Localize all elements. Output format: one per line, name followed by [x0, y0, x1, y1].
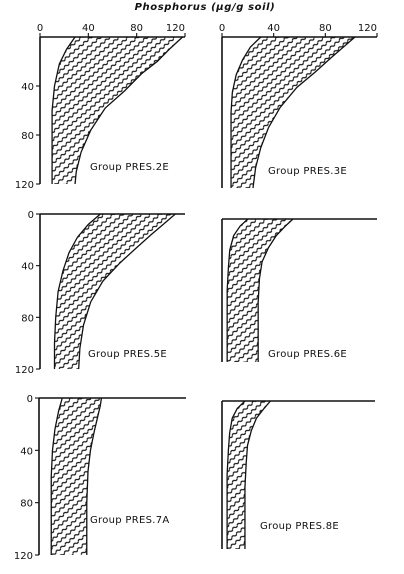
right-boundary-line — [78, 213, 176, 370]
right-boundary-line — [244, 400, 271, 549]
x-tick-label: 40 — [267, 23, 280, 34]
y-tick-label: 120 — [15, 180, 34, 191]
x-tick-label: 80 — [319, 23, 332, 34]
panel-1: 0 40 80 120 40 80 120 Group PRES.2E — [15, 23, 186, 191]
panel-5: 0 40 80 120 Group PRES.7A — [14, 394, 186, 562]
y-tick-label: 80 — [21, 313, 34, 324]
left-boundary-line — [226, 218, 249, 362]
panel-6: Group PRES.8E — [221, 400, 375, 549]
panels: 0 40 80 120 40 80 120 Group PRES.2E 0 40 80 120 Grou… — [14, 23, 378, 562]
shaded-band — [52, 37, 183, 184]
group-label: Group PRES.6E — [268, 349, 347, 360]
left-boundary-line — [53, 213, 101, 369]
x-tick-label: 120 — [358, 23, 377, 34]
left-boundary-line — [230, 36, 262, 188]
group-label: Group PRES.7A — [90, 515, 170, 526]
x-tick-label: 0 — [219, 23, 225, 34]
x-tick-label: 120 — [166, 23, 185, 34]
figure-title: Phosphorus (µg/g soil) — [135, 2, 276, 13]
shaded-band — [231, 37, 355, 188]
right-boundary-line — [86, 397, 103, 555]
panel-3: 0 40 80 120 Group PRES.5E — [15, 210, 185, 376]
panel-2: 0 40 80 120 Group PRES.3E — [219, 23, 378, 189]
left-boundary-line — [50, 397, 63, 555]
y-tick-label: 0 — [28, 210, 34, 221]
shaded-band — [54, 214, 176, 369]
left-boundary-line — [51, 36, 76, 184]
right-boundary-line — [74, 36, 184, 185]
right-boundary-line — [252, 36, 356, 189]
panel-4: Group PRES.6E — [221, 218, 377, 362]
y-tick-label: 120 — [14, 551, 33, 562]
y-tick-label: 40 — [21, 262, 34, 273]
y-tick-label: 40 — [20, 446, 33, 457]
y-tick-label: 120 — [15, 365, 34, 376]
group-label: Group PRES.8E — [260, 521, 339, 532]
group-label: Group PRES.2E — [90, 162, 169, 173]
left-boundary-line — [226, 400, 246, 549]
x-tick-label: 80 — [130, 23, 143, 34]
x-tick-label: 40 — [82, 23, 95, 34]
y-tick-label: 80 — [21, 131, 34, 142]
x-tick-label: 0 — [37, 23, 43, 34]
y-tick-label: 0 — [27, 394, 33, 405]
right-boundary-line — [257, 218, 294, 362]
shaded-band — [51, 398, 102, 555]
shaded-band — [227, 219, 293, 362]
y-tick-label: 80 — [20, 499, 33, 510]
group-label: Group PRES.3E — [268, 166, 347, 177]
y-tick-label: 40 — [21, 82, 34, 93]
shaded-band — [227, 401, 271, 549]
group-label: Group PRES.5E — [88, 349, 167, 360]
